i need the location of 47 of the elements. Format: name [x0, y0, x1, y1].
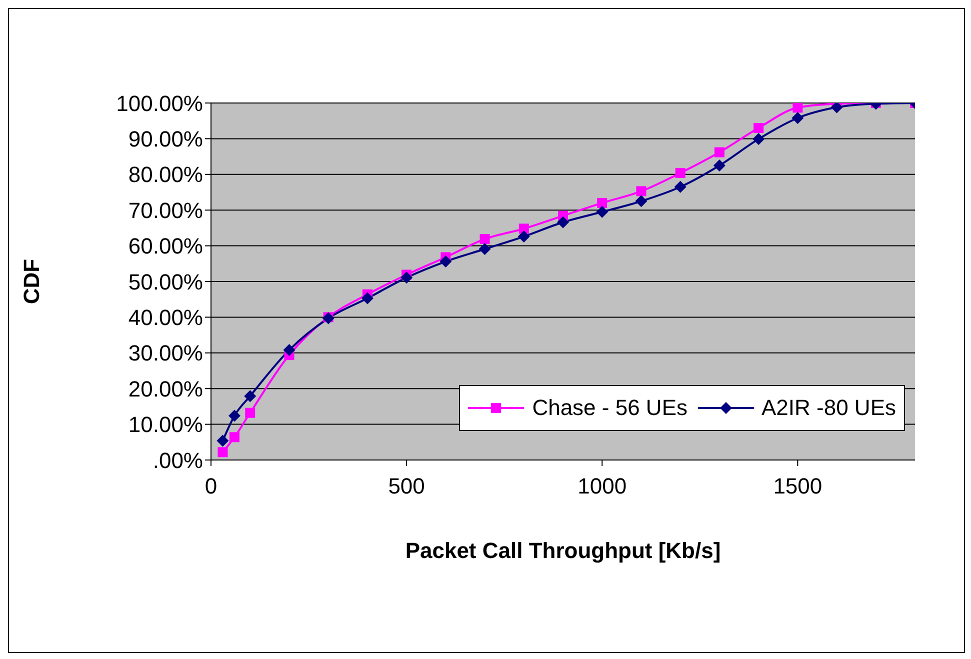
y-tick-label: 10.00% — [128, 412, 203, 438]
y-tick-label: 50.00% — [128, 269, 203, 294]
point — [229, 432, 240, 442]
x-tick-label: 0 — [204, 474, 218, 499]
point — [754, 122, 764, 133]
point — [596, 206, 608, 218]
point — [597, 198, 608, 208]
point — [675, 168, 686, 178]
point — [518, 224, 529, 234]
point — [518, 230, 530, 243]
point — [792, 103, 803, 113]
point — [245, 408, 256, 418]
y-tick-label: 20.00% — [128, 376, 203, 402]
legend-label: A2IR -80 UEs — [760, 394, 896, 422]
y-tick-label: 90.00% — [128, 126, 203, 152]
y-tick-label: 80.00% — [128, 162, 203, 188]
y-axis-title: CDF — [18, 258, 44, 304]
point — [244, 390, 256, 402]
point — [714, 147, 724, 158]
point — [674, 180, 686, 193]
point — [216, 434, 229, 447]
x-tick-label: 1500 — [773, 474, 822, 499]
y-tick-label: 100.00% — [116, 90, 203, 116]
x-tick-label: 1000 — [578, 474, 627, 499]
x-tick-label: 500 — [388, 474, 425, 499]
y-tick-label: 60.00% — [128, 234, 203, 259]
point — [361, 292, 374, 304]
x-axis-title: Packet Call Throughput [Kb/s] — [405, 538, 721, 563]
y-tick-label: 30.00% — [128, 340, 203, 366]
legend-label: Chase - 56 UEs — [531, 394, 688, 422]
point — [635, 195, 648, 208]
y-tick-label: 40.00% — [128, 305, 203, 330]
point — [557, 216, 569, 228]
point — [830, 103, 843, 114]
point — [713, 159, 726, 172]
point — [218, 447, 228, 458]
point — [792, 112, 804, 124]
point — [440, 256, 452, 268]
point — [480, 234, 490, 244]
point — [228, 410, 240, 422]
y-tick-label: .00% — [152, 448, 203, 473]
point — [478, 243, 491, 256]
y-tick-label: 70.00% — [128, 198, 203, 223]
point — [283, 344, 296, 356]
point — [636, 186, 646, 196]
point — [752, 133, 765, 146]
point — [400, 272, 413, 284]
